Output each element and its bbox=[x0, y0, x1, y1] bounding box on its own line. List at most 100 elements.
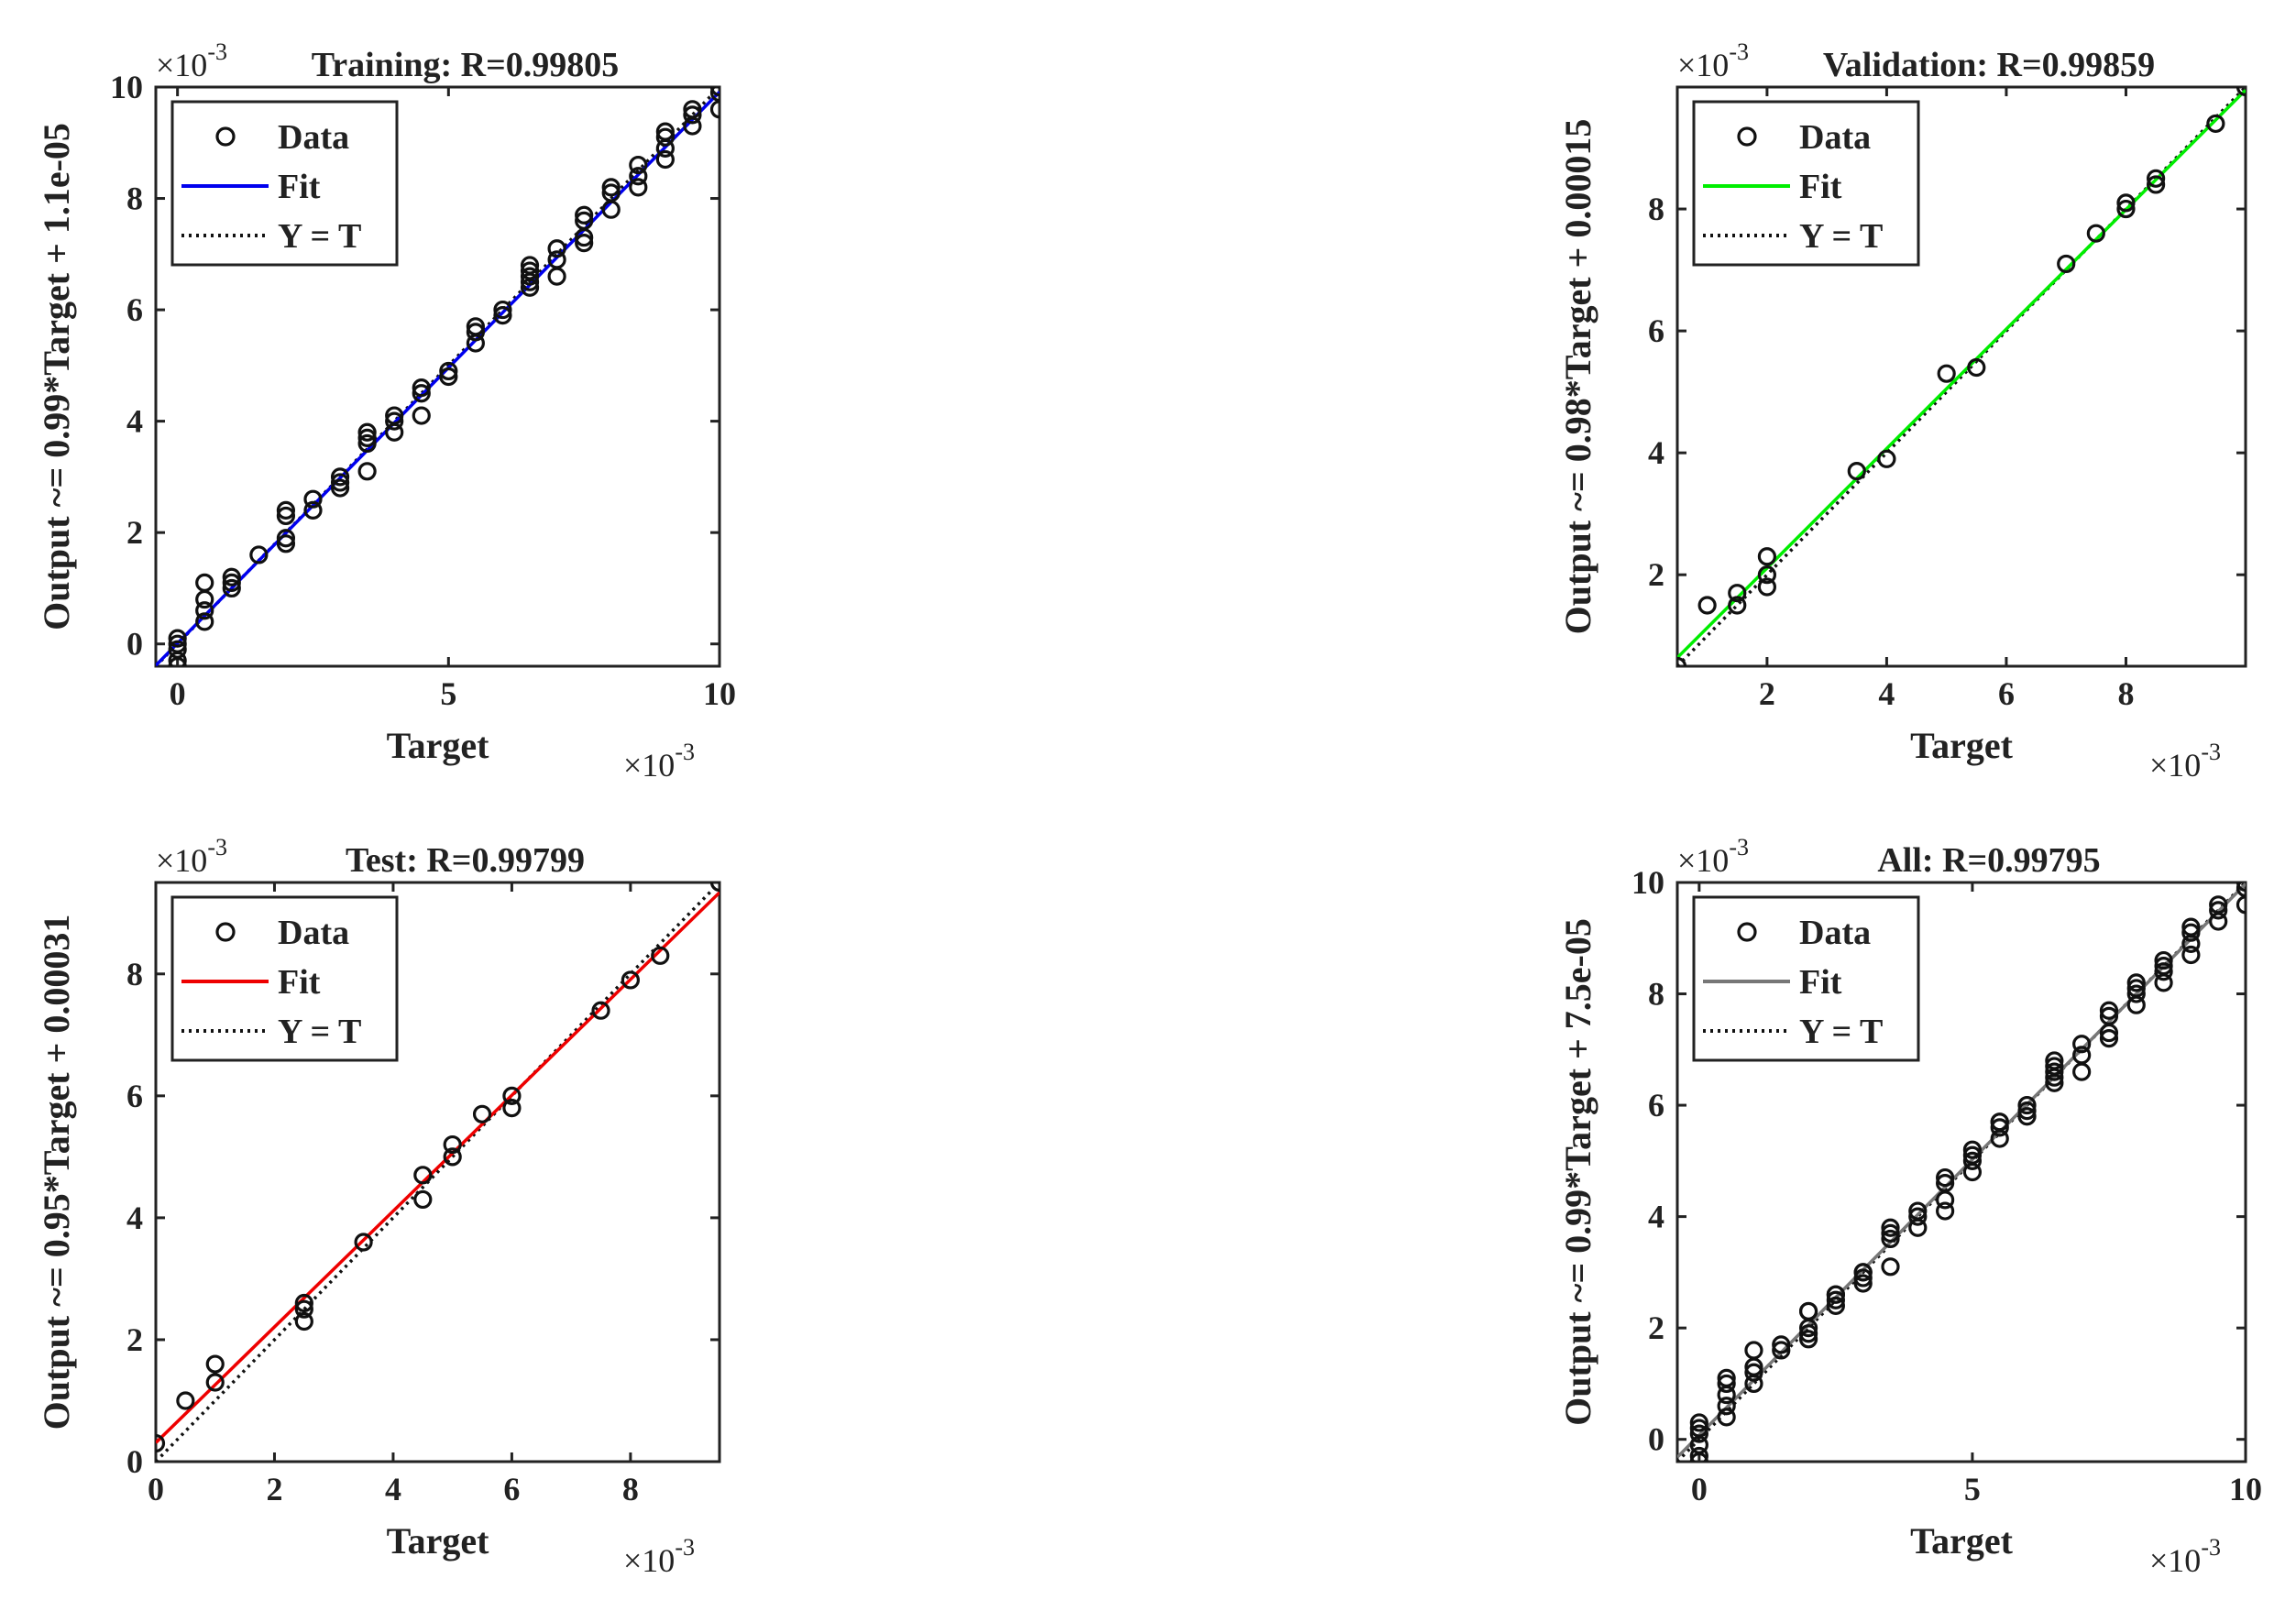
data-point bbox=[195, 573, 214, 592]
data-point bbox=[354, 1233, 373, 1252]
data-point bbox=[357, 422, 377, 442]
y-tick-label: 0 bbox=[1648, 1421, 1664, 1458]
data-point bbox=[2147, 175, 2166, 194]
legend-label-identity: Y = T bbox=[1799, 1013, 1883, 1051]
data-point bbox=[547, 239, 566, 258]
x-tick-label: 2 bbox=[1759, 675, 1775, 712]
x-tick-label: 0 bbox=[148, 1471, 164, 1507]
legend-box bbox=[170, 895, 399, 1062]
data-point bbox=[2045, 1051, 2064, 1070]
data-point bbox=[2209, 895, 2228, 915]
data-point bbox=[205, 1354, 225, 1374]
data-point bbox=[2209, 901, 2228, 920]
data-point bbox=[303, 500, 323, 520]
x-exponent: ×10-3 bbox=[2149, 739, 2221, 784]
y-tick-label: 8 bbox=[1648, 976, 1664, 1013]
plot-content bbox=[1677, 882, 2246, 1462]
data-point bbox=[2099, 1001, 2119, 1020]
data-point bbox=[294, 1299, 313, 1319]
data-point bbox=[651, 946, 670, 965]
data-point bbox=[249, 545, 269, 564]
data-point bbox=[385, 411, 404, 431]
data-point bbox=[2154, 957, 2173, 976]
y-axis-label: Output ~= 0.99*Target + 1.1e-05 bbox=[36, 123, 77, 630]
x-tick-label: 8 bbox=[622, 1471, 639, 1507]
x-axis-label: Target bbox=[1910, 1520, 2014, 1562]
data-point bbox=[2116, 199, 2136, 219]
data-point bbox=[195, 601, 214, 620]
y-tick-label: 8 bbox=[126, 181, 143, 217]
legend-label-identity: Y = T bbox=[278, 217, 361, 256]
plot-content bbox=[1677, 87, 2246, 666]
data-point bbox=[2154, 950, 2173, 970]
data-point bbox=[493, 300, 512, 320]
data-point bbox=[655, 122, 675, 141]
y-tick-label: 2 bbox=[126, 514, 143, 551]
data-point bbox=[1689, 1419, 1708, 1438]
legend-label-data: Data bbox=[278, 914, 349, 952]
data-point bbox=[2147, 169, 2166, 188]
data-point bbox=[601, 183, 621, 203]
chart-title: Validation: R=0.99859 bbox=[1823, 46, 2155, 84]
data-point bbox=[2126, 984, 2146, 1003]
x-exponent-power: -3 bbox=[675, 739, 695, 765]
data-point bbox=[1962, 1140, 1983, 1159]
data-point bbox=[493, 306, 512, 325]
y-exponent-power: -3 bbox=[207, 834, 227, 860]
y-tick-label: 4 bbox=[1648, 434, 1664, 471]
data-point bbox=[2099, 1006, 2119, 1025]
y-axis-label: Output ~= 0.98*Target + 0.00015 bbox=[1557, 119, 1598, 635]
data-point bbox=[1936, 1201, 1955, 1221]
panel-test: 0 2 4 6 8 0 2 4 6 8 Data Fit Y = T Test: R=0.99799 ×10… bbox=[36, 834, 721, 1579]
x-tick-label: 6 bbox=[1998, 675, 2015, 712]
data-point bbox=[205, 1373, 225, 1392]
plot-content bbox=[156, 882, 720, 1462]
data-point bbox=[1689, 1446, 1708, 1462]
data-point bbox=[2236, 882, 2246, 898]
data-point bbox=[1689, 1452, 1708, 1462]
legend: Data Fit Y = T bbox=[170, 100, 399, 267]
x-exponent: ×10-3 bbox=[623, 1534, 695, 1579]
legend-marker-data bbox=[215, 922, 236, 942]
data-point bbox=[1689, 1413, 1708, 1432]
y-tick-label: 2 bbox=[1648, 556, 1664, 593]
data-point bbox=[655, 127, 675, 147]
data-point bbox=[520, 267, 540, 286]
legend-label-identity: Y = T bbox=[1799, 217, 1883, 256]
data-point bbox=[294, 1311, 313, 1332]
x-tick-label: 5 bbox=[440, 675, 456, 712]
data-point bbox=[439, 361, 458, 381]
y-axis-label: Output ~= 0.99*Target + 7.5e-05 bbox=[1557, 918, 1598, 1426]
data-point bbox=[1990, 1118, 2009, 1137]
plot-content bbox=[156, 87, 720, 666]
data-point bbox=[1967, 357, 1986, 378]
panel-validation: 2 4 6 8 2 4 6 8 Data Fit Y = T Validation: R=0.9985… bbox=[1557, 38, 2247, 784]
data-point bbox=[1717, 1397, 1736, 1416]
y-tick-label: 4 bbox=[1648, 1199, 1664, 1235]
legend-label-fit: Fit bbox=[278, 963, 321, 1002]
data-point bbox=[1936, 1174, 1955, 1193]
data-point bbox=[1798, 1330, 1818, 1349]
y-exponent: ×10-3 bbox=[156, 834, 227, 879]
data-point bbox=[2086, 224, 2105, 243]
data-point bbox=[1853, 1263, 1873, 1282]
data-point bbox=[1772, 1335, 1791, 1354]
data-point bbox=[1728, 596, 1747, 615]
data-point bbox=[168, 629, 187, 648]
x-tick-label: 8 bbox=[2117, 675, 2134, 712]
data-point bbox=[1908, 1207, 1928, 1226]
identity-line bbox=[156, 882, 720, 1462]
y-tick-label: 8 bbox=[1648, 191, 1664, 227]
data-point bbox=[156, 1433, 166, 1453]
data-point bbox=[1717, 1368, 1736, 1387]
data-point bbox=[709, 87, 720, 103]
data-point bbox=[1881, 1229, 1900, 1249]
data-point bbox=[276, 529, 296, 548]
chart-title: All: R=0.99795 bbox=[1877, 841, 2100, 880]
data-point bbox=[683, 105, 702, 125]
x-exponent: ×10-3 bbox=[623, 739, 695, 784]
data-point bbox=[413, 1166, 433, 1185]
data-point bbox=[1990, 1112, 2009, 1132]
data-point bbox=[222, 578, 241, 598]
data-point bbox=[294, 1293, 313, 1313]
